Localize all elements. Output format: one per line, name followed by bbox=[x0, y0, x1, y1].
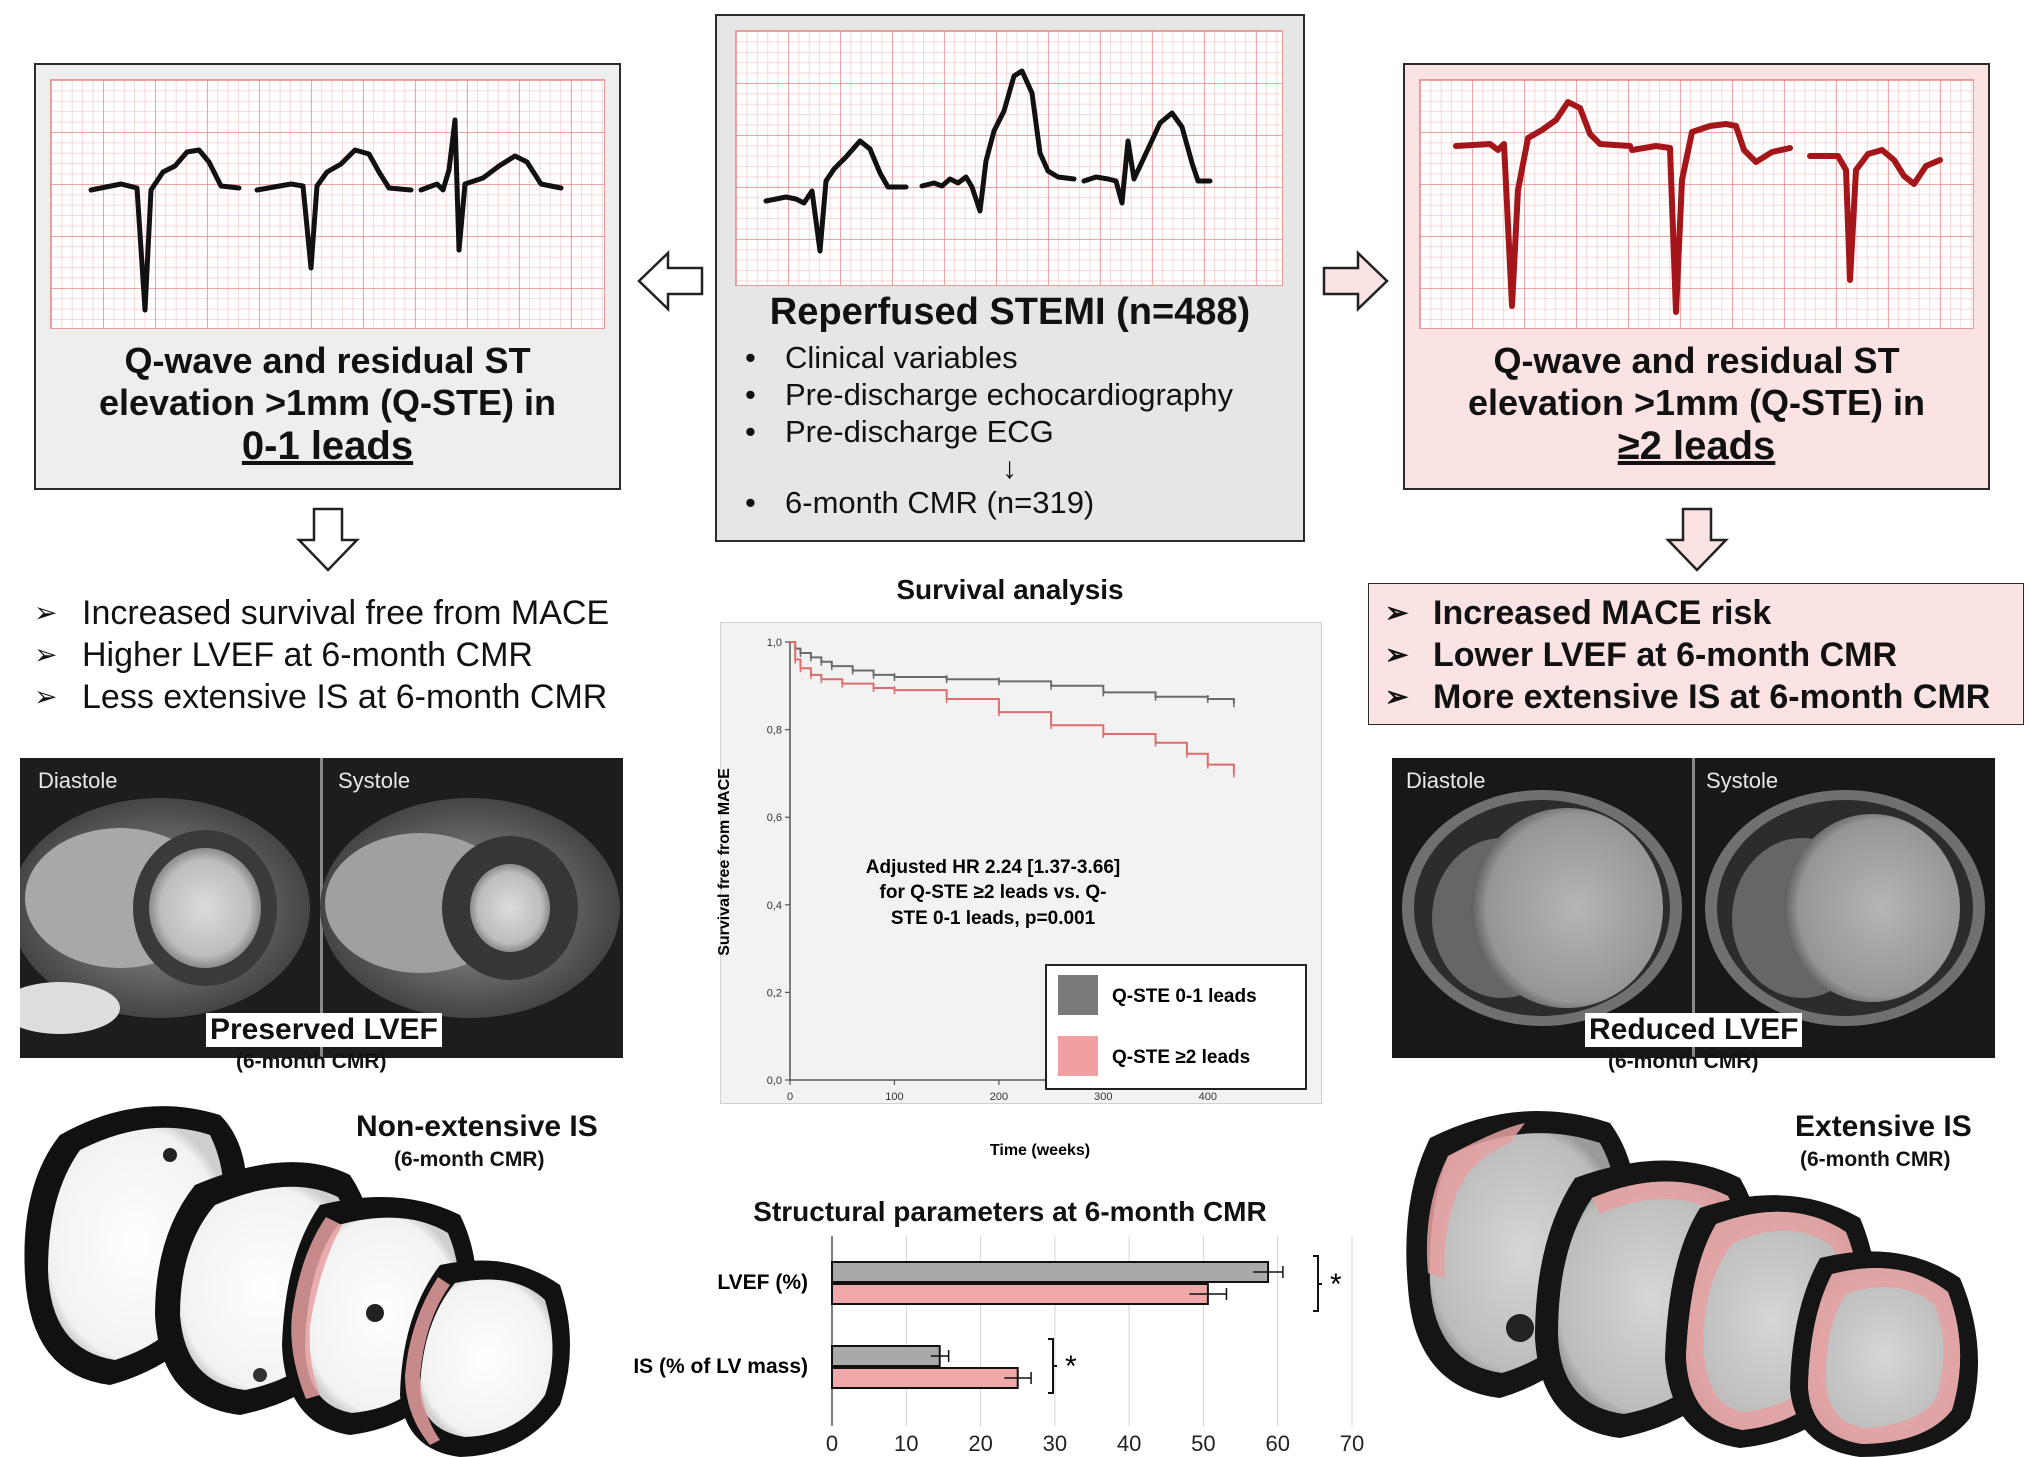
center-box: Reperfused STEMI (n=488) Clinical variab… bbox=[715, 14, 1305, 542]
survival-title: Survival analysis bbox=[896, 574, 1124, 605]
bar-category-is: IS (% of LV mass) bbox=[633, 1355, 808, 1378]
survival-chart: 0,0 0,2 0,4 0,6 0,8 1,0 0 100 200 300 400 Surviva… bbox=[716, 637, 1307, 1159]
survival-line-0 bbox=[790, 641, 1235, 704]
center-ecg-trace bbox=[763, 68, 1213, 254]
right-outcomes-box: Increased MACE risk Lower LVEF at 6-mont… bbox=[1368, 583, 2024, 725]
survival-legend: Q-STE 0-1 leads Q-STE ≥2 leads bbox=[1045, 964, 1307, 1090]
center-item-cmr: 6-month CMR (n=319) bbox=[737, 484, 1297, 521]
right-mri-caption: Reduced LVEF bbox=[1585, 1013, 1803, 1047]
legend-swatch-pink bbox=[1058, 1036, 1098, 1076]
right-mri-image bbox=[1392, 758, 1995, 1058]
survival-xtick-label: 200 bbox=[990, 1091, 1008, 1103]
left-is-slices bbox=[24, 1106, 570, 1457]
left-mri-caption: Preserved LVEF bbox=[206, 1013, 442, 1047]
right-down-arrow-icon bbox=[1665, 507, 1729, 572]
left-box-emph: 0-1 leads bbox=[241, 424, 414, 468]
left-outcome-is: Less extensive IS at 6-month CMR bbox=[34, 676, 654, 718]
survival-ytick-label: 0,0 bbox=[767, 1075, 782, 1087]
left-ecg-panel bbox=[50, 79, 605, 329]
left-is-subtitle: (6-month CMR) bbox=[394, 1148, 545, 1171]
bar-xtick-label: 10 bbox=[894, 1431, 918, 1456]
bar-xtick-label: 30 bbox=[1043, 1431, 1067, 1456]
lvef-significance-bracket bbox=[1313, 1255, 1322, 1312]
right-outcome-is: More extensive IS at 6-month CMR bbox=[1385, 676, 2015, 718]
left-mri-subcaption: (6-month CMR) bbox=[236, 1050, 387, 1073]
left-outcome-lvef: Higher LVEF at 6-month CMR bbox=[34, 634, 654, 676]
bar-chart-title: Structural parameters at 6-month CMR bbox=[753, 1196, 1267, 1227]
survival-xtick-label: 100 bbox=[885, 1091, 903, 1103]
survival-ytick-label: 1,0 bbox=[767, 637, 782, 649]
survival-ytick-label: 0,4 bbox=[767, 900, 782, 912]
bar-1-0 bbox=[831, 1345, 941, 1367]
center-item-clinical: Clinical variables bbox=[737, 339, 1297, 376]
bar-1-1 bbox=[831, 1367, 1019, 1389]
survival-xtick-label: 300 bbox=[1094, 1091, 1112, 1103]
right-box-line2: elevation >1mm (Q-STE) in bbox=[1467, 382, 1926, 423]
center-title: Reperfused STEMI (n=488) bbox=[769, 291, 1251, 333]
survival-ytick-label: 0,6 bbox=[767, 812, 782, 824]
bar-chart: 0 10 20 30 40 50 60 70 LVEF (%) IS (% of LV mas… bbox=[633, 1236, 1364, 1456]
right-mri-panel: Diastole Systole bbox=[1392, 758, 1995, 1058]
legend-swatch-gray bbox=[1058, 975, 1098, 1015]
left-box: Q-wave and residual ST elevation >1mm (Q… bbox=[34, 63, 621, 490]
left-arrow-icon bbox=[637, 250, 704, 312]
left-mri-systole-label: Systole bbox=[338, 768, 411, 793]
legend-label-0: Q-STE 0-1 leads bbox=[1112, 986, 1257, 1007]
left-box-line2: elevation >1mm (Q-STE) in bbox=[98, 382, 557, 423]
right-ecg-panel bbox=[1419, 79, 1974, 329]
survival-annotation-line2: for Q-STE ≥2 leads vs. Q- bbox=[880, 882, 1107, 903]
survival-xtick-label: 400 bbox=[1199, 1091, 1217, 1103]
bar-0-1 bbox=[831, 1283, 1209, 1305]
bar-xtick-label: 20 bbox=[968, 1431, 992, 1456]
center-down-arrow: ↓ bbox=[1002, 452, 1017, 485]
survival-annotation-line1: Adjusted HR 2.24 [1.37-3.66] bbox=[866, 857, 1120, 878]
survival-annotation-line3: STE 0-1 leads, p=0.001 bbox=[891, 908, 1096, 929]
right-outcome-mace: Increased MACE risk bbox=[1385, 592, 2015, 634]
center-items: Clinical variables Pre-discharge echocar… bbox=[737, 339, 1297, 450]
left-mri-panel: Diastole Systole bbox=[20, 758, 623, 1058]
left-mri-diastole-label: Diastole bbox=[38, 768, 118, 793]
right-mri-diastole-label: Diastole bbox=[1406, 768, 1486, 793]
is-significance-bracket bbox=[1048, 1338, 1057, 1394]
center-ecg-panel bbox=[735, 30, 1283, 286]
center-item-ecg: Pre-discharge ECG bbox=[737, 413, 1297, 450]
left-box-line1: Q-wave and residual ST bbox=[124, 340, 531, 381]
bar-xtick-label: 40 bbox=[1117, 1431, 1141, 1456]
is-significance-star: * bbox=[1065, 1350, 1077, 1383]
bar-0-0 bbox=[831, 1261, 1270, 1283]
legend-label-1: Q-STE ≥2 leads bbox=[1112, 1047, 1250, 1068]
right-mri-systole-label: Systole bbox=[1706, 768, 1779, 793]
right-ecg-trace bbox=[1453, 99, 1943, 315]
survival-xlabel: Time (weeks) bbox=[990, 1142, 1090, 1159]
survival-xtick-label: 0 bbox=[787, 1091, 793, 1103]
left-ecg-trace bbox=[88, 117, 564, 313]
survival-line-1 bbox=[790, 641, 1235, 774]
right-box-emph: ≥2 leads bbox=[1617, 424, 1776, 468]
center-item-echo: Pre-discharge echocardiography bbox=[737, 376, 1297, 413]
right-box-line1: Q-wave and residual ST bbox=[1493, 340, 1900, 381]
bar-xtick-label: 50 bbox=[1191, 1431, 1215, 1456]
left-mri-image bbox=[20, 758, 623, 1058]
right-arrow-icon bbox=[1322, 250, 1389, 312]
right-is-slices bbox=[1406, 1111, 1978, 1457]
bar-xtick-label: 0 bbox=[826, 1431, 838, 1456]
survival-ytick-label: 0,8 bbox=[767, 725, 782, 737]
bar-category-lvef: LVEF (%) bbox=[717, 1271, 808, 1294]
left-outcomes: Increased survival free from MACE Higher… bbox=[34, 592, 654, 718]
right-is-title: Extensive IS bbox=[1795, 1110, 1972, 1143]
bar-xtick-label: 60 bbox=[1265, 1431, 1289, 1456]
left-outcome-mace: Increased survival free from MACE bbox=[34, 592, 654, 634]
left-down-arrow-icon bbox=[296, 507, 360, 572]
center-final-item: 6-month CMR (n=319) bbox=[737, 484, 1297, 521]
bar-xtick-label: 70 bbox=[1340, 1431, 1364, 1456]
survival-ytick-label: 0,2 bbox=[767, 987, 782, 999]
left-is-title: Non-extensive IS bbox=[356, 1110, 598, 1143]
right-mri-subcaption: (6-month CMR) bbox=[1608, 1050, 1759, 1073]
right-outcomes: Increased MACE risk Lower LVEF at 6-mont… bbox=[1385, 592, 2015, 718]
right-box: Q-wave and residual ST elevation >1mm (Q… bbox=[1403, 63, 1990, 490]
right-is-subtitle: (6-month CMR) bbox=[1800, 1148, 1951, 1171]
survival-ylabel: Survival free from MACE bbox=[716, 768, 733, 956]
right-outcome-lvef: Lower LVEF at 6-month CMR bbox=[1385, 634, 2015, 676]
lvef-significance-star: * bbox=[1330, 1268, 1342, 1301]
